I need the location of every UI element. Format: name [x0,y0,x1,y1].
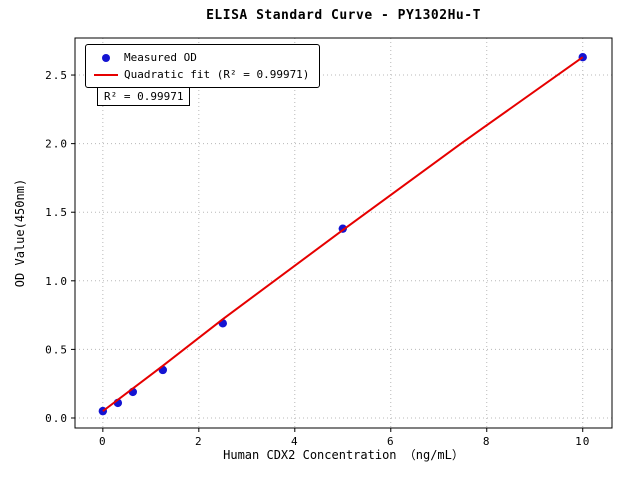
y-tick-label: 2.5 [45,69,68,82]
scatter-marker-icon [102,53,110,62]
y-tick-label: 1.5 [45,206,68,219]
x-tick-label: 6 [387,435,395,448]
y-tick-label: 1.0 [45,275,68,288]
x-tick-label: 8 [483,435,491,448]
y-tick-label: 0.5 [45,343,68,356]
line-marker-icon [94,73,118,76]
chart-title: ELISA Standard Curve - PY1302Hu-T [206,8,481,23]
legend-label-measured-od: Measured OD [124,51,197,64]
legend-item-quadratic-fit: Quadratic fit (R² = 0.99971) [94,66,309,83]
y-tick-label: 2.0 [45,138,68,151]
legend-label-quadratic-fit: Quadratic fit (R² = 0.99971) [124,68,310,81]
legend-item-measured-od: Measured OD [94,49,309,66]
x-tick-label: 0 [99,435,107,448]
x-tick-label: 4 [291,435,299,448]
x-tick-label: 2 [195,435,203,448]
axes-frame [74,37,613,429]
fit-line [102,56,584,412]
y-axis-label: OD Value(450nm) [13,178,27,288]
y-tick-label: 0.0 [45,412,68,425]
x-axis-label: Human CDX2 Concentration （ng/mL） [223,448,464,462]
x-tick-label: 10 [575,435,590,448]
legend: Measured OD Quadratic fit (R² = 0.99971) [85,44,321,88]
r-squared-annotation: R² = 0.99971 [97,87,191,106]
